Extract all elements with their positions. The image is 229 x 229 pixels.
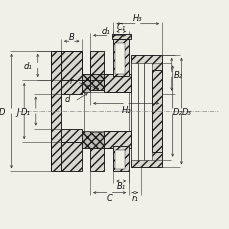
Text: d: d (64, 95, 69, 104)
Text: d₁: d₁ (101, 27, 110, 36)
Text: B₁: B₁ (116, 182, 125, 191)
Text: r: r (69, 76, 72, 85)
Bar (61, 142, 82, 172)
Text: B₂: B₂ (173, 70, 182, 79)
Bar (61, 52, 82, 81)
Text: H₃: H₃ (132, 14, 142, 23)
Bar (115, 44, 125, 75)
Text: C: C (106, 193, 112, 202)
Bar (130, 63, 152, 160)
Text: D₂: D₂ (172, 107, 182, 116)
Text: D₁: D₁ (21, 107, 31, 116)
Bar (84, 92, 128, 131)
Bar (113, 40, 128, 77)
Bar (90, 52, 103, 90)
Bar (111, 35, 130, 40)
Bar (51, 52, 61, 172)
Bar (113, 146, 128, 172)
Text: D₃: D₃ (181, 107, 191, 116)
Bar (152, 71, 161, 152)
Bar (61, 81, 82, 94)
Bar (82, 75, 130, 92)
Polygon shape (103, 131, 130, 148)
Text: H₂: H₂ (121, 105, 130, 114)
Text: B: B (68, 33, 74, 42)
Bar (82, 131, 130, 148)
Text: D: D (0, 107, 6, 116)
Bar (90, 90, 103, 133)
Polygon shape (103, 75, 130, 92)
Bar (115, 150, 125, 170)
Text: r₁: r₁ (131, 193, 138, 202)
Bar (90, 133, 103, 172)
Text: J: J (17, 107, 19, 116)
Text: d₁: d₁ (23, 62, 32, 71)
Bar (130, 56, 161, 168)
Text: C₁: C₁ (116, 23, 125, 32)
Bar (61, 129, 82, 142)
